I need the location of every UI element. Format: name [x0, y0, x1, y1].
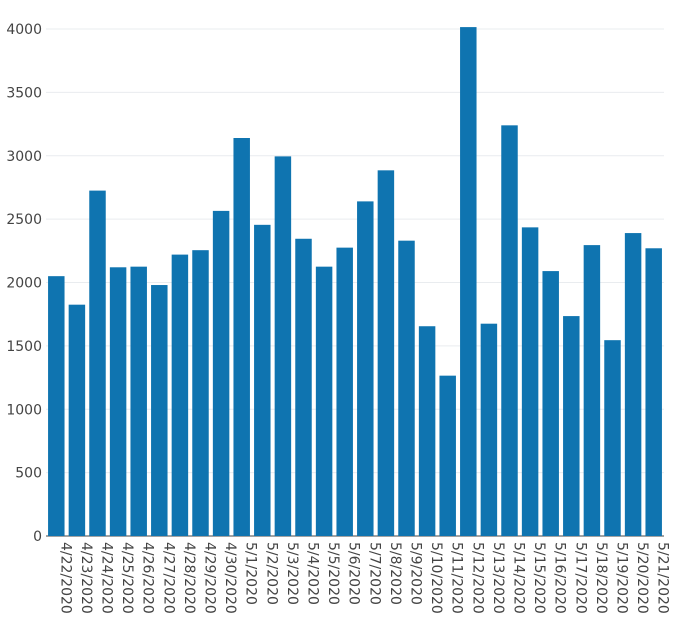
bar-4-27-2020[interactable]: [151, 285, 168, 536]
bar-5-16-2020[interactable]: [542, 271, 559, 536]
bar-4-26-2020[interactable]: [130, 266, 147, 536]
bar-5-1-2020[interactable]: [233, 138, 250, 536]
bar-5-3-2020[interactable]: [274, 156, 292, 536]
x-tick-label: 4/22/2020: [57, 542, 73, 614]
x-tick-label: 5/10/2020: [428, 542, 444, 614]
x-tick-label: 4/26/2020: [140, 542, 156, 614]
bar-5-18-2020[interactable]: [583, 245, 601, 537]
bars: [48, 27, 662, 537]
x-tick-label: 5/4/2020: [305, 542, 321, 605]
bar-5-2-2020[interactable]: [254, 224, 271, 536]
x-tick-label: 4/24/2020: [99, 542, 115, 614]
x-tick-label: 4/30/2020: [222, 542, 238, 614]
y-tick-label: 2000: [6, 276, 42, 292]
x-tick-label: 5/8/2020: [387, 542, 403, 605]
bar-4-24-2020[interactable]: [89, 190, 106, 537]
x-tick-label: 5/11/2020: [449, 542, 465, 614]
bar-5-13-2020[interactable]: [480, 323, 498, 536]
bar-5-21-2020[interactable]: [645, 248, 662, 536]
bar-5-5-2020[interactable]: [315, 266, 333, 536]
bar-5-15-2020[interactable]: [521, 227, 539, 537]
x-tick-label: 4/27/2020: [160, 542, 176, 614]
bar-5-10-2020[interactable]: [418, 326, 436, 536]
bar-5-14-2020[interactable]: [501, 125, 518, 536]
bar-5-8-2020[interactable]: [377, 170, 395, 536]
y-tick-label: 1500: [6, 339, 42, 355]
bar-5-4-2020[interactable]: [295, 238, 312, 536]
x-tick-labels: 4/22/2020 4/23/2020 4/24/2020 4/25/2020 4/26…: [57, 542, 670, 614]
y-tick-label: 0: [33, 529, 42, 545]
x-tick-label: 5/5/2020: [325, 542, 341, 605]
bar-5-17-2020[interactable]: [563, 316, 580, 536]
y-tick-label: 3500: [6, 85, 42, 101]
bar-5-19-2020[interactable]: [604, 340, 621, 536]
x-tick-label: 5/1/2020: [243, 542, 259, 605]
gridlines: [46, 28, 664, 537]
y-tick-labels: 0 500 1000 1500 2000 2500 3000 3500 4000: [6, 22, 42, 545]
y-tick-label: 2500: [6, 212, 42, 228]
x-tick-label: 5/12/2020: [469, 542, 485, 614]
x-tick-label: 5/3/2020: [284, 542, 300, 605]
bar-5-12-2020[interactable]: [460, 27, 477, 536]
x-tick-label: 5/18/2020: [593, 542, 609, 614]
bar-5-9-2020[interactable]: [398, 240, 415, 537]
x-tick-label: 5/13/2020: [490, 542, 506, 614]
bar-5-20-2020[interactable]: [624, 233, 642, 536]
x-tick-label: 4/28/2020: [181, 542, 197, 614]
x-tick-label: 5/7/2020: [366, 542, 382, 605]
bar-5-6-2020[interactable]: [336, 247, 353, 536]
x-tick-label: 4/25/2020: [119, 542, 135, 614]
bar-4-22-2020[interactable]: [48, 276, 65, 536]
bar-5-7-2020[interactable]: [357, 201, 374, 536]
x-tick-label: 4/29/2020: [202, 542, 218, 614]
x-tick-label: 5/19/2020: [614, 542, 630, 614]
bar-4-28-2020[interactable]: [171, 254, 189, 537]
y-tick-label: 3000: [6, 149, 42, 165]
x-tick-label: 5/14/2020: [511, 542, 527, 614]
bar-4-29-2020[interactable]: [192, 250, 209, 536]
x-tick-label: 5/21/2020: [655, 542, 671, 614]
bar-5-11-2020[interactable]: [439, 375, 456, 536]
bar-4-30-2020[interactable]: [212, 210, 230, 536]
y-tick-label: 4000: [6, 22, 42, 38]
x-tick-label: 5/15/2020: [531, 542, 547, 614]
bar-4-25-2020[interactable]: [109, 267, 127, 536]
y-tick-label: 1000: [6, 402, 42, 418]
x-tick-label: 5/9/2020: [408, 542, 424, 605]
y-tick-label: 500: [15, 466, 42, 482]
x-tick-label: 4/23/2020: [78, 542, 94, 614]
bar-4-23-2020[interactable]: [68, 304, 86, 536]
x-tick-label: 5/2/2020: [263, 542, 279, 605]
x-tick-label: 5/6/2020: [346, 542, 362, 605]
x-tick-label: 5/16/2020: [552, 542, 568, 614]
x-tick-label: 5/20/2020: [634, 542, 650, 614]
x-tick-label: 5/17/2020: [572, 542, 588, 614]
